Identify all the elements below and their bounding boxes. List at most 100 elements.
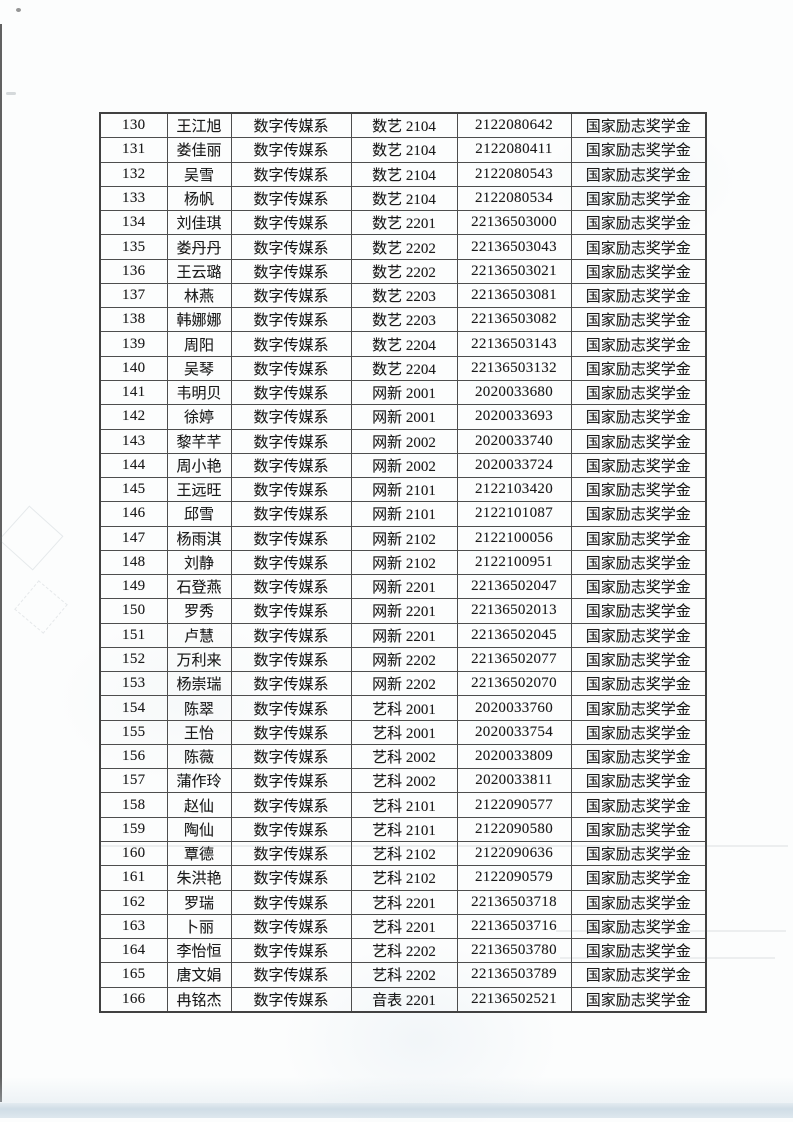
- scan-speck: [6, 92, 16, 95]
- cell-class: 网新 2002: [350, 428, 458, 454]
- cell-award: 国家励志奖学金: [570, 938, 707, 964]
- table-row: 166 冉铭杰 数字传媒系 音表 2201 22136502521 国家励志奖学…: [99, 986, 707, 1013]
- cell-serial-number: 130: [99, 112, 168, 139]
- cell-student-id: 22136503082: [456, 307, 572, 333]
- cell-student-name: 林燕: [166, 282, 232, 309]
- cell-student-id: 22136503780: [456, 938, 572, 964]
- cell-class: 艺科 2202: [350, 938, 458, 964]
- cell-student-name: 杨崇瑞: [166, 671, 232, 697]
- cell-student-id: 2020033724: [456, 452, 572, 479]
- cell-student-name: 覃德: [166, 841, 232, 867]
- cell-department: 数字传媒系: [230, 986, 352, 1013]
- table-row: 135 娄丹丹 数字传媒系 数艺 2202 22136503043 国家励志奖学…: [99, 234, 707, 260]
- cell-award: 国家励志奖学金: [570, 962, 707, 988]
- cell-serial-number: 159: [99, 816, 168, 843]
- table-row: 160 覃德 数字传媒系 艺科 2102 2122090636 国家励志奖学金: [99, 841, 707, 867]
- cell-award: 国家励志奖学金: [570, 404, 707, 430]
- cell-department: 数字传媒系: [230, 549, 352, 576]
- cell-student-name: 王远旺: [166, 477, 232, 503]
- table-row: 165 唐文娟 数字传媒系 艺科 2202 22136503789 国家励志奖学…: [99, 962, 707, 988]
- cell-student-name: 杨雨淇: [166, 525, 232, 551]
- cell-student-name: 朱洪艳: [166, 865, 232, 891]
- cell-student-id: 2020033680: [456, 379, 572, 406]
- table-row: 164 李怡恒 数字传媒系 艺科 2202 22136503780 国家励志奖学…: [99, 938, 707, 964]
- cell-student-name: 蒲作玲: [166, 768, 232, 794]
- cell-serial-number: 158: [99, 792, 168, 818]
- cell-student-name: 万利来: [166, 646, 232, 673]
- table-row: 138 韩娜娜 数字传媒系 数艺 2203 22136503082 国家励志奖学…: [99, 307, 707, 333]
- cell-department: 数字传媒系: [230, 792, 352, 818]
- cell-department: 数字传媒系: [230, 452, 352, 479]
- cell-department: 数字传媒系: [230, 525, 352, 551]
- cell-student-name: 卢慧: [166, 622, 232, 648]
- table-row: 154 陈翠 数字传媒系 艺科 2001 2020033760 国家励志奖学金: [99, 695, 707, 721]
- cell-award: 国家励志奖学金: [570, 234, 707, 260]
- cell-award: 国家励志奖学金: [570, 307, 707, 333]
- cell-award: 国家励志奖学金: [570, 646, 707, 673]
- cell-student-id: 2020033754: [456, 719, 572, 745]
- cell-student-name: 刘佳琪: [166, 210, 232, 236]
- cell-award: 国家励志奖学金: [570, 719, 707, 745]
- table-row: 151 卢慧 数字传媒系 网新 2201 22136502045 国家励志奖学金: [99, 622, 707, 648]
- cell-class: 数艺 2204: [350, 331, 458, 357]
- table-row: 133 杨帆 数字传媒系 数艺 2104 2122080534 国家励志奖学金: [99, 185, 707, 212]
- table-row: 149 石登燕 数字传媒系 网新 2201 22136502047 国家励志奖学…: [99, 574, 707, 600]
- cell-student-id: 2020033760: [456, 695, 572, 721]
- table-row: 139 周阳 数字传媒系 数艺 2204 22136503143 国家励志奖学金: [99, 331, 707, 357]
- table-row: 136 王云璐 数字传媒系 数艺 2202 22136503021 国家励志奖学…: [99, 258, 707, 284]
- cell-award: 国家励志奖学金: [570, 525, 707, 551]
- table-row: 134 刘佳琪 数字传媒系 数艺 2201 22136503000 国家励志奖学…: [99, 210, 707, 236]
- table-row: 150 罗秀 数字传媒系 网新 2201 22136502013 国家励志奖学金: [99, 598, 707, 624]
- cell-department: 数字传媒系: [230, 404, 352, 430]
- cell-serial-number: 145: [99, 477, 168, 503]
- cell-department: 数字传媒系: [230, 889, 352, 915]
- cell-department: 数字传媒系: [230, 234, 352, 260]
- cell-department: 数字传媒系: [230, 355, 352, 381]
- cell-student-id: 2122090636: [456, 841, 572, 867]
- cell-serial-number: 154: [99, 695, 168, 721]
- cell-serial-number: 160: [99, 841, 168, 867]
- cell-serial-number: 153: [99, 671, 168, 697]
- cell-award: 国家励志奖学金: [570, 258, 707, 284]
- cell-class: 数艺 2104: [350, 137, 458, 163]
- cell-student-name: 陶仙: [166, 816, 232, 843]
- cell-student-id: 22136502070: [456, 671, 572, 697]
- cell-student-name: 娄佳丽: [166, 137, 232, 163]
- cell-department: 数字传媒系: [230, 913, 352, 940]
- cell-serial-number: 163: [99, 913, 168, 940]
- cell-student-name: 卜丽: [166, 913, 232, 940]
- cell-student-name: 黎芊芊: [166, 428, 232, 454]
- cell-class: 网新 2001: [350, 404, 458, 430]
- cell-class: 艺科 2101: [350, 792, 458, 818]
- table-row: 153 杨崇瑞 数字传媒系 网新 2202 22136502070 国家励志奖学…: [99, 671, 707, 697]
- cell-student-id: 2122080411: [456, 137, 572, 163]
- cell-award: 国家励志奖学金: [570, 622, 707, 648]
- cell-student-name: 罗瑞: [166, 889, 232, 915]
- table-row: 144 周小艳 数字传媒系 网新 2002 2020033724 国家励志奖学金: [99, 452, 707, 479]
- cell-serial-number: 133: [99, 185, 168, 212]
- cell-department: 数字传媒系: [230, 112, 352, 139]
- cell-student-name: 徐婷: [166, 404, 232, 430]
- cell-student-id: 22136502013: [456, 598, 572, 624]
- cell-award: 国家励志奖学金: [570, 137, 707, 163]
- cell-serial-number: 166: [99, 986, 168, 1013]
- cell-class: 网新 2202: [350, 646, 458, 673]
- table-row: 145 王远旺 数字传媒系 网新 2101 2122103420 国家励志奖学金: [99, 477, 707, 503]
- cell-department: 数字传媒系: [230, 282, 352, 309]
- cell-class: 网新 2101: [350, 477, 458, 503]
- cell-department: 数字传媒系: [230, 331, 352, 357]
- table-row: 159 陶仙 数字传媒系 艺科 2101 2122090580 国家励志奖学金: [99, 816, 707, 843]
- cell-award: 国家励志奖学金: [570, 598, 707, 624]
- cell-award: 国家励志奖学金: [570, 355, 707, 381]
- cell-award: 国家励志奖学金: [570, 695, 707, 721]
- cell-award: 国家励志奖学金: [570, 792, 707, 818]
- cell-class: 网新 2101: [350, 501, 458, 527]
- cell-student-id: 22136503132: [456, 355, 572, 381]
- table-row: 157 蒲作玲 数字传媒系 艺科 2002 2020033811 国家励志奖学金: [99, 768, 707, 794]
- cell-student-id: 2020033811: [456, 768, 572, 794]
- cell-department: 数字传媒系: [230, 695, 352, 721]
- cell-serial-number: 144: [99, 452, 168, 479]
- cell-student-id: 2122101087: [456, 501, 572, 527]
- faint-watermark: [14, 580, 68, 634]
- cell-class: 网新 2201: [350, 622, 458, 648]
